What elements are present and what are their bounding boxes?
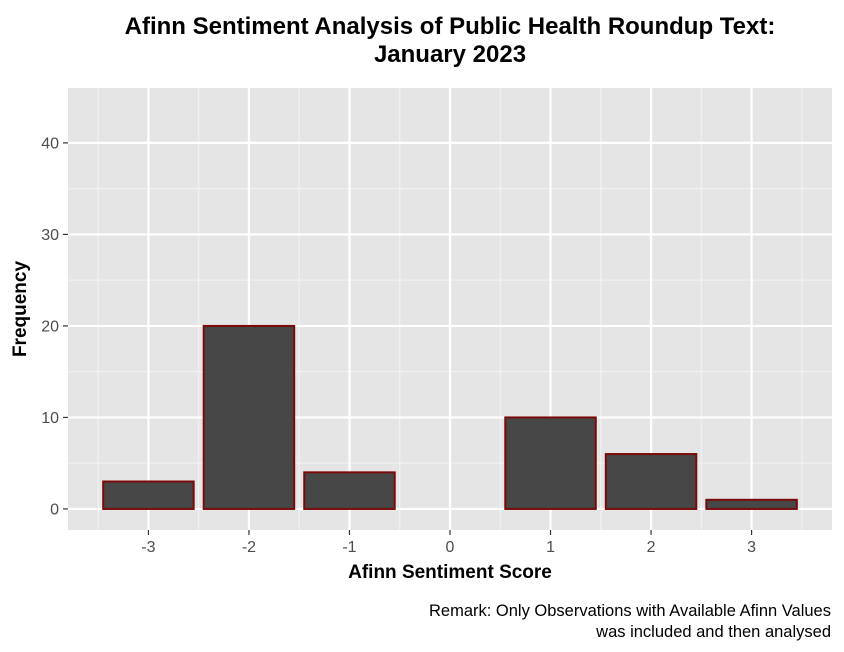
chart-title-line-1: Afinn Sentiment Analysis of Public Healt… xyxy=(125,13,776,40)
x-tick-label: 0 xyxy=(446,539,455,556)
bar-score-neg3 xyxy=(102,480,195,510)
y-tick-label: 40 xyxy=(41,135,59,152)
bar-score-neg1 xyxy=(303,471,396,510)
bar-score-neg2 xyxy=(202,324,296,510)
y-tick-label: 0 xyxy=(50,501,59,518)
x-tick-labels: -3 -2 -1 0 1 2 3 xyxy=(141,539,756,556)
axis-ticks xyxy=(63,142,753,535)
caption-line-2: was included and then analysed xyxy=(595,623,831,641)
bar-score-2 xyxy=(604,453,698,510)
y-tick-label: 20 xyxy=(41,318,59,335)
x-tick-label: -1 xyxy=(342,539,356,556)
x-tick-label: 1 xyxy=(546,539,555,556)
y-tick-labels: 0 10 20 30 40 xyxy=(41,135,59,518)
grid-lines xyxy=(68,88,832,530)
x-tick-label: 3 xyxy=(747,539,756,556)
x-tick-label: -2 xyxy=(242,539,256,556)
y-tick-label: 10 xyxy=(41,410,59,427)
y-axis-title: Frequency xyxy=(10,261,31,358)
bars xyxy=(102,324,798,510)
y-tick-label: 30 xyxy=(41,227,59,244)
x-axis-title: Afinn Sentiment Score xyxy=(348,562,552,583)
x-tick-label: -3 xyxy=(141,539,155,556)
bar-score-3 xyxy=(705,498,798,510)
x-tick-label: 2 xyxy=(647,539,656,556)
chart-title-line-2: January 2023 xyxy=(374,41,526,68)
caption-line-1: Remark: Only Observations with Available… xyxy=(429,602,831,620)
bar-score-1 xyxy=(504,416,597,510)
